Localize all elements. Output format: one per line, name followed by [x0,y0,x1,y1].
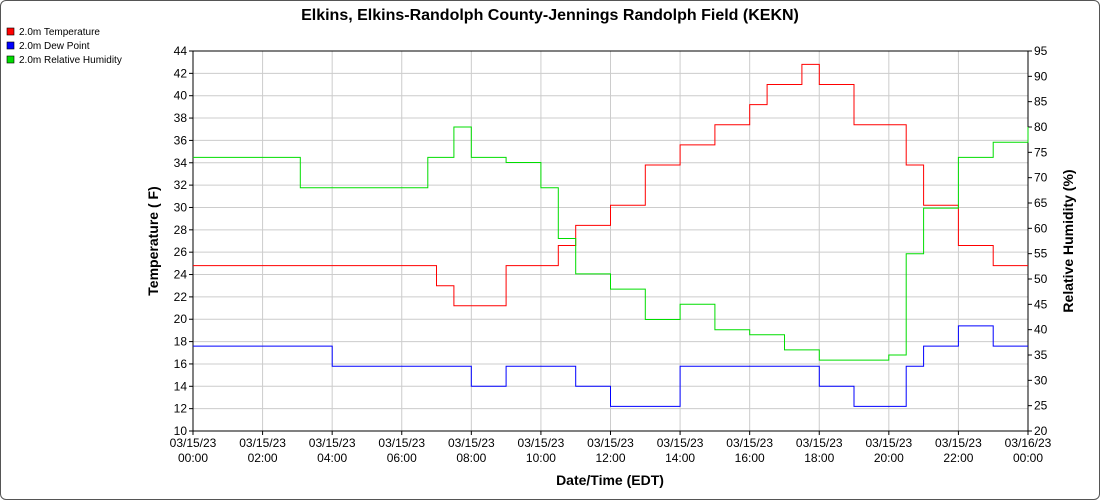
x-tick-time: 22:00 [943,451,973,465]
x-tick-date: 03/15/23 [657,436,704,450]
y-right-tick-label: 40 [1034,323,1048,337]
y-left-tick-label: 16 [174,357,188,371]
x-tick-date: 03/15/23 [935,436,982,450]
y-right-tick-label: 30 [1034,373,1048,387]
x-tick-date: 03/15/23 [170,436,217,450]
legend: 2.0m Temperature 2.0m Dew Point 2.0m Relat… [6,27,122,66]
y-left-tick-label: 38 [174,111,188,125]
y-right-tick-label: 55 [1034,247,1048,261]
x-tick-date: 03/15/23 [518,436,565,450]
series-line-2-0m-dew-point [193,325,1028,407]
x-tick-time: 08:00 [456,451,486,465]
y-left-tick-label: 26 [174,245,188,259]
right-axis: 20 25 30 35 40 45 50 55 60 65 70 75 80 85 90 95 [1028,44,1048,438]
y-right-tick-label: 70 [1034,171,1048,185]
x-tick-date: 03/15/23 [587,436,634,450]
y-left-tick-label: 22 [174,290,188,304]
series-line-2-0m-relative-humidity [193,126,1029,361]
y-right-tick-label: 45 [1034,297,1048,311]
y-right-tick-label: 75 [1034,145,1048,159]
left-axis: 10 12 14 16 18 20 22 24 26 28 30 32 34 36 38 40 42 44 [174,44,193,438]
legend-swatch-2-0m-dew-point [6,41,15,50]
x-tick-time: 06:00 [387,451,417,465]
y-left-tick-label: 28 [174,223,188,237]
x-tick-time: 04:00 [317,451,347,465]
y-left-tick-label: 12 [174,402,188,416]
series-lines [193,63,1029,407]
y-right-tick-label: 65 [1034,196,1048,210]
y-right-tick-label: 25 [1034,399,1048,413]
y-right-tick-label: 95 [1034,44,1048,58]
y-right-tick-label: 60 [1034,221,1048,235]
x-tick-time: 12:00 [595,451,625,465]
legend-swatch-2-0m-temperature [6,27,15,36]
y-right-tick-label: 80 [1034,120,1048,134]
x-tick-time: 18:00 [804,451,834,465]
x-tick-date: 03/16/23 [1005,436,1052,450]
y-right-tick-label: 85 [1034,95,1048,109]
y-left-tick-label: 32 [174,178,188,192]
x-tick-time: 00:00 [178,451,208,465]
x-tick-date: 03/15/23 [378,436,425,450]
x-tick-time: 00:00 [1013,451,1043,465]
x-tick-date: 03/15/23 [309,436,356,450]
y-left-tick-label: 20 [174,312,188,326]
x-tick-time: 16:00 [735,451,765,465]
x-axis: 03/15/2300:0003/15/2302:0003/15/2304:000… [170,431,1052,465]
y-axis-right-title: Relative Humidity (%) [1060,169,1076,312]
x-tick-date: 03/15/23 [865,436,912,450]
y-left-tick-label: 40 [174,89,188,103]
y-left-tick-label: 34 [174,156,188,170]
y-left-tick-label: 44 [174,44,188,58]
legend-swatch-2-0m-relative-humidity [6,55,15,64]
grid [193,51,1028,431]
y-left-tick-label: 30 [174,200,188,214]
legend-label-2-0m-temperature: 2.0m Temperature [19,27,100,38]
y-left-tick-label: 36 [174,133,188,147]
y-left-tick-label: 18 [174,335,188,349]
y-right-tick-label: 20 [1034,424,1048,438]
chart-title: Elkins, Elkins-Randolph County-Jennings … [301,7,799,24]
x-tick-time: 20:00 [874,451,904,465]
legend-label-2-0m-relative-humidity: 2.0m Relative Humidity [19,55,122,66]
legend-label-2-0m-dew-point: 2.0m Dew Point [19,41,90,52]
x-tick-date: 03/15/23 [239,436,286,450]
y-left-tick-label: 42 [174,66,188,80]
y-right-tick-label: 50 [1034,272,1048,286]
x-tick-time: 02:00 [248,451,278,465]
y-left-tick-label: 14 [174,379,188,393]
y-axis-left-title: Temperature ( F) [145,186,161,295]
y-left-tick-label: 10 [174,424,188,438]
x-tick-date: 03/15/23 [726,436,773,450]
series-line-2-0m-temperature [193,63,1028,307]
y-left-tick-label: 24 [174,268,188,282]
y-right-tick-label: 90 [1034,69,1048,83]
x-axis-title: Date/Time (EDT) [556,472,664,488]
x-tick-date: 03/15/23 [448,436,495,450]
x-tick-time: 14:00 [665,451,695,465]
x-tick-date: 03/15/23 [796,436,843,450]
y-right-tick-label: 35 [1034,348,1048,362]
x-tick-time: 10:00 [526,451,556,465]
